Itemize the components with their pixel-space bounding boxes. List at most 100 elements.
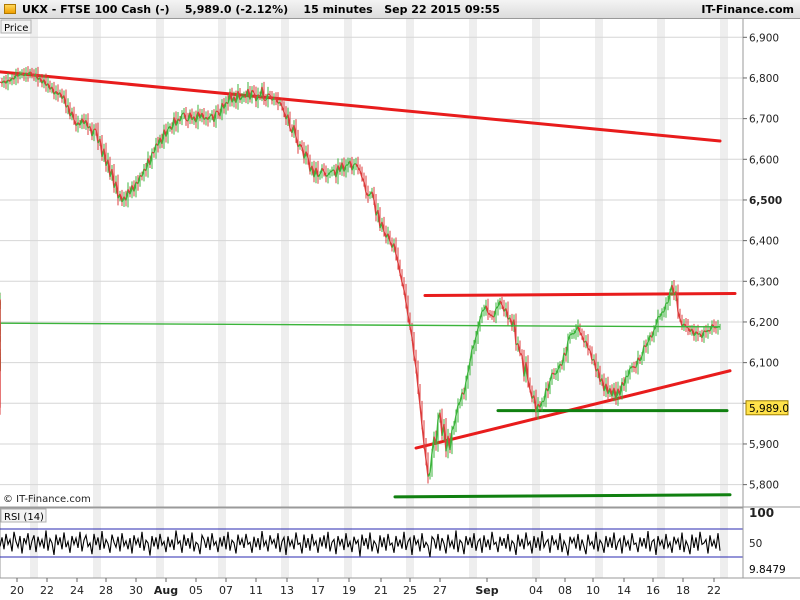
price-segment	[527, 380, 531, 390]
price-segment	[183, 112, 187, 121]
price-segment	[133, 181, 137, 192]
price-segment	[345, 163, 349, 167]
price-segment	[573, 329, 577, 335]
price-segment	[663, 303, 667, 312]
price-segment	[329, 170, 333, 173]
price-segment	[627, 368, 631, 377]
price-segment	[501, 304, 505, 312]
price-segment	[261, 86, 265, 101]
weekend-band	[93, 19, 101, 507]
price-segment	[91, 129, 95, 137]
price-segment	[565, 340, 569, 356]
price-segment	[569, 333, 573, 336]
weekend-band	[720, 509, 728, 578]
price-segment	[351, 163, 355, 171]
price-segment	[671, 284, 675, 296]
price-segment	[5, 79, 9, 84]
price-segment	[635, 357, 639, 368]
price-segment	[219, 103, 223, 117]
price-tick-label: 6,600	[749, 154, 779, 166]
price-segment	[479, 311, 483, 320]
price-segment	[401, 281, 405, 291]
price-segment	[301, 146, 305, 159]
price-segment	[393, 243, 397, 255]
price-segment	[239, 96, 243, 101]
price-segment	[513, 319, 517, 345]
date-tick-label: 22	[40, 584, 54, 597]
price-segment	[429, 452, 433, 473]
price-segment	[95, 129, 99, 144]
price-segment	[343, 165, 347, 172]
price-segment	[425, 459, 429, 477]
price-segment	[405, 302, 409, 316]
price-segment	[279, 102, 283, 107]
price-segment	[367, 193, 371, 197]
price-segment	[539, 401, 543, 408]
price-segment	[481, 309, 485, 312]
rsi-line	[0, 530, 721, 558]
price-segment	[17, 73, 21, 77]
weekend-band	[595, 19, 603, 507]
price-segment	[387, 233, 391, 242]
price-segment	[273, 97, 277, 100]
rsi-panel-label: RSI (14)	[4, 512, 44, 523]
price-segment	[667, 291, 671, 303]
price-segment	[431, 436, 435, 453]
price-segment	[237, 90, 241, 101]
price-segment	[551, 372, 555, 375]
rsi-tick-label: 100	[749, 506, 774, 520]
title-bar: UKX - FTSE 100 Cash (-) 5,989.0 (-2.12%)…	[0, 0, 800, 19]
rsi-reference-lines	[0, 528, 743, 558]
price-segment	[535, 403, 539, 413]
date-tick-label: 30	[129, 584, 143, 597]
price-segment	[15, 74, 19, 77]
price-segment	[561, 352, 565, 366]
price-segment	[213, 111, 217, 123]
price-tick-label: 6,300	[749, 276, 779, 288]
price-segment	[709, 324, 713, 332]
price-tick-label: 6,100	[749, 358, 779, 370]
price-segment	[223, 102, 227, 109]
price-segment	[299, 143, 303, 148]
price-segment	[141, 168, 145, 177]
price-segment	[311, 165, 315, 178]
price-segment	[0, 81, 3, 84]
price-segment	[175, 118, 179, 126]
rsi-tick-label: 50	[749, 538, 762, 550]
price-segment	[107, 159, 111, 177]
price-segment	[71, 111, 75, 121]
price-axis: 5,800 5,900 6,100 6,200 6,300 6,400 6,500 6,600…	[743, 32, 782, 492]
price-segment	[557, 364, 561, 370]
weekend-band	[720, 19, 728, 507]
price-segment	[421, 425, 425, 445]
price-tick-label: 5,900	[749, 439, 779, 451]
weekend-band	[469, 19, 477, 507]
price-segment	[161, 129, 165, 144]
date-tick-label: Aug	[154, 584, 178, 597]
price-segment	[641, 345, 645, 357]
price-segment	[547, 380, 551, 392]
price-segment	[683, 323, 687, 327]
price-segment	[475, 328, 479, 338]
date-tick-label: 11	[249, 584, 263, 597]
price-tick-label: 6,200	[749, 317, 779, 329]
price-plot-area[interactable]	[0, 19, 743, 507]
price-segment	[701, 330, 705, 339]
weekend-band	[406, 509, 414, 578]
price-segment	[485, 305, 489, 314]
weekend-band	[156, 19, 164, 507]
price-segment	[489, 314, 493, 317]
weekend-band	[657, 19, 665, 507]
last-price-tag	[745, 400, 789, 416]
price-tick-label: 6,700	[749, 114, 779, 126]
price-segment	[505, 308, 509, 320]
brand-label[interactable]: IT-Finance.com	[701, 3, 794, 16]
date-tick-label: 14	[617, 584, 631, 597]
price-segment	[451, 425, 455, 431]
price-segment	[705, 329, 709, 333]
rsi-label-box	[0, 508, 47, 523]
price-segment	[521, 354, 525, 377]
price-segment	[125, 189, 129, 201]
date-tick-label: Sep	[475, 584, 498, 597]
